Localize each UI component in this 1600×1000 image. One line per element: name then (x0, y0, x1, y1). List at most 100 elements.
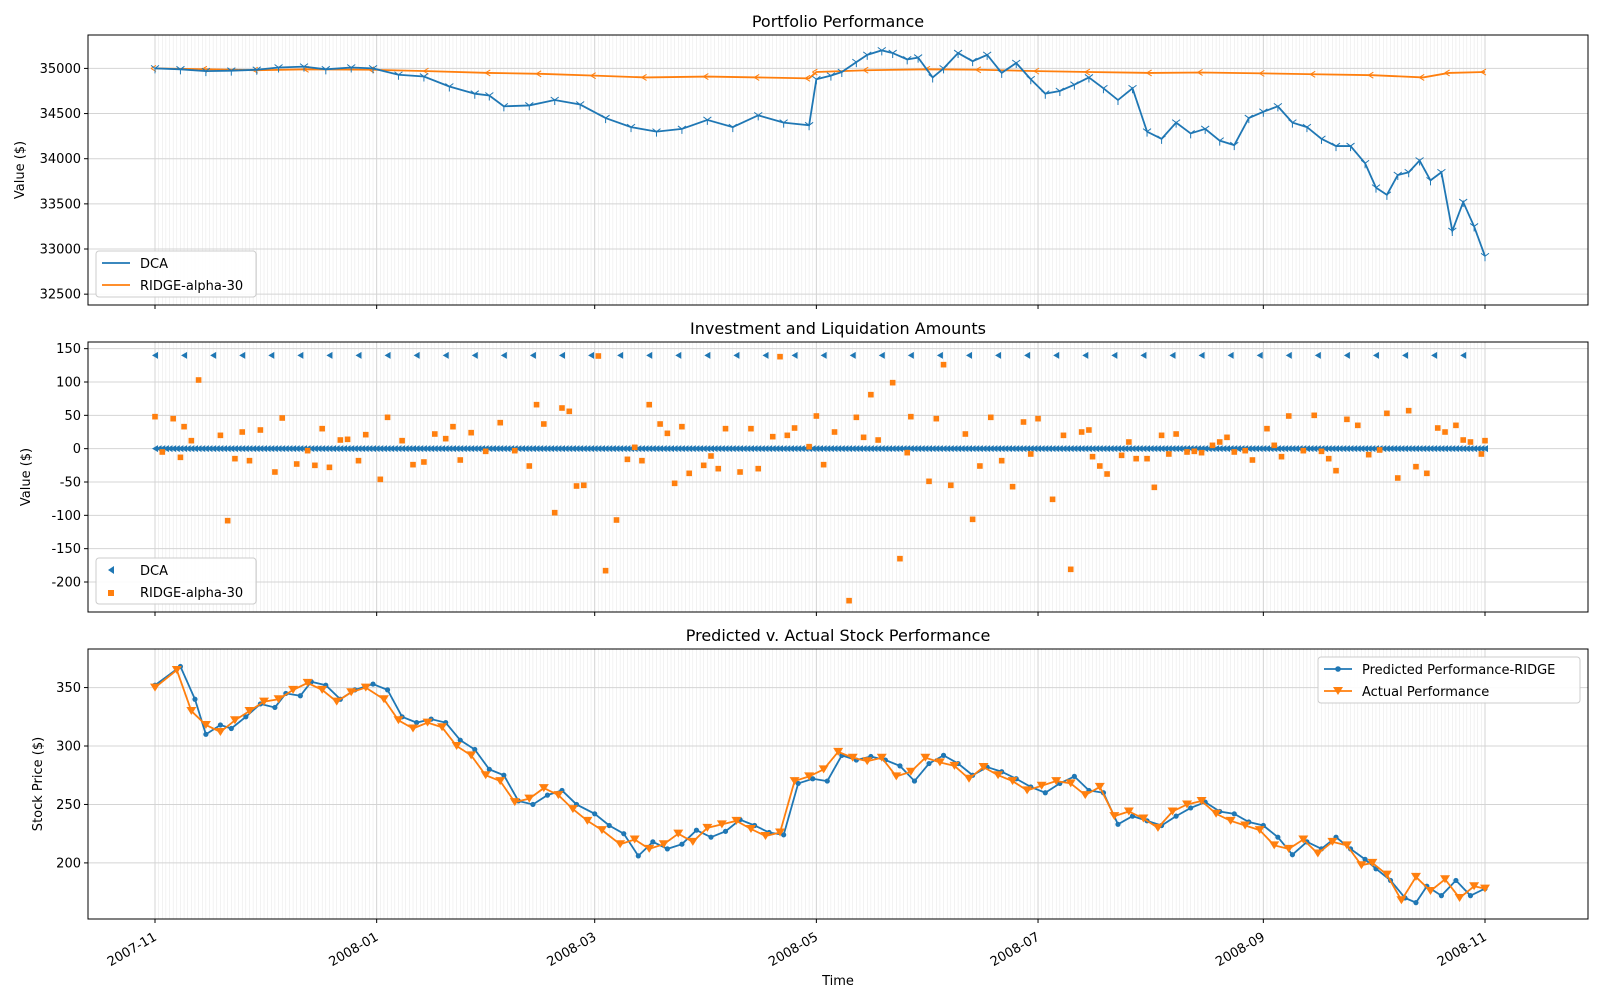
dca-investment-point (1314, 351, 1321, 359)
actual-point (949, 761, 960, 770)
dca-portfolio-point (1026, 75, 1036, 85)
ridge-investment-point (700, 462, 707, 469)
dca-zero-point (744, 445, 751, 453)
dca-zero-point (439, 445, 446, 453)
ridge-investment-point (246, 457, 253, 464)
dca-zero-point (787, 445, 794, 453)
ridge-investment-point (1285, 413, 1292, 419)
ridge-investment-point (1191, 448, 1198, 455)
ridge-investment-point (820, 461, 827, 468)
ridge-investment-point (1184, 449, 1190, 455)
ridge-investment-point (657, 421, 663, 427)
dca-zero-point (1038, 445, 1045, 453)
dca-investment-point (1285, 351, 1292, 359)
ridge-investment-point (602, 567, 609, 574)
ridge-investment-point (421, 459, 427, 465)
dca-zero-point (1463, 445, 1470, 453)
dca-zero-point (519, 445, 526, 453)
dca-zero-point (668, 445, 675, 453)
ridge-investment-point (933, 415, 940, 422)
dca-zero-point (1416, 445, 1423, 453)
dca-zero-point (1311, 445, 1318, 453)
panel-stock-title: Predicted v. Actual Stock Performance (686, 626, 991, 645)
actual-point (716, 820, 727, 829)
panel-investment-title: Investment and Liquidation Amounts (690, 319, 986, 338)
dca-portfolio-point (928, 74, 937, 83)
predicted-point (592, 811, 598, 817)
dca-portfolio-point (1215, 137, 1225, 146)
dca-zero-point (762, 445, 769, 453)
dca-portfolio-point (1331, 142, 1341, 152)
ridge-investment-point (1405, 407, 1412, 414)
predicted-point (1453, 877, 1459, 884)
actual-point (346, 688, 357, 697)
dca-zero-point (1104, 445, 1111, 453)
ridge-portfolio-point (1033, 67, 1040, 75)
dca-zero-point (308, 445, 315, 453)
dca-investment-point (1460, 351, 1467, 359)
y-tick-label: 32500 (40, 288, 81, 303)
dca-zero-point (1471, 445, 1478, 453)
actual-point (1196, 796, 1207, 805)
dca-investment-point (1402, 351, 1409, 359)
ridge-investment-point (1067, 566, 1074, 573)
actual-point (509, 798, 520, 807)
ridge-investment-point (1035, 415, 1041, 422)
dca-zero-point (638, 445, 645, 453)
ridge-investment-point (671, 480, 678, 487)
legend-ridge-label: RIDGE-alpha-30 (140, 279, 243, 294)
dca-zero-point (1024, 445, 1031, 453)
dca-zero-point (319, 445, 326, 453)
dca-zero-point (682, 445, 689, 453)
ridge-investment-point (533, 401, 540, 408)
dca-zero-point (1274, 445, 1281, 453)
dca-zero-point (649, 445, 656, 453)
dca-zero-point (177, 445, 184, 453)
dca-zero-point (722, 445, 729, 453)
actual-point (920, 753, 931, 762)
dca-zero-point (326, 445, 333, 453)
dca-zero-point (391, 445, 398, 453)
ridge-investment-point (1434, 425, 1441, 431)
dca-zero-point (1303, 445, 1310, 453)
ridge-investment-point (1271, 442, 1278, 449)
ridge-investment-point (384, 414, 391, 421)
dca-zero-point (798, 445, 805, 453)
dca-zero-point (1060, 445, 1067, 453)
y-tick-label: 250 (56, 798, 81, 813)
actual-point (582, 816, 593, 825)
actual-point (615, 840, 626, 849)
dca-zero-point (769, 445, 776, 453)
predicted-point (1362, 856, 1368, 862)
x-tick-label: 2008-01 (327, 930, 382, 970)
dca-portfolio-point (176, 65, 185, 75)
dca-portfolio-point (321, 65, 331, 75)
dca-zero-point (359, 445, 366, 453)
dca-zero-point (497, 445, 504, 453)
dca-zero-point (1263, 445, 1270, 453)
dca-zero-point (867, 445, 874, 453)
dca-zero-point (1482, 445, 1488, 453)
predicted-point (1231, 811, 1237, 817)
dca-portfolio-point (677, 125, 687, 134)
actual-point (1211, 809, 1222, 818)
actual-point (905, 767, 916, 776)
predicted-point (1173, 813, 1179, 819)
dca-zero-point (522, 445, 529, 453)
dca-zero-point (1173, 445, 1180, 453)
dca-zero-point (1093, 445, 1100, 453)
dca-zero-point (1144, 445, 1151, 453)
actual-point (378, 695, 389, 704)
ridge-investment-point (1384, 410, 1390, 417)
dca-zero-point (221, 445, 228, 453)
dca-zero-point (1333, 445, 1340, 453)
dca-zero-point (1027, 445, 1034, 453)
dca-investment-point (1082, 351, 1089, 359)
dca-zero-point (853, 445, 860, 453)
actual-point (215, 727, 226, 736)
actual-point (1254, 826, 1265, 835)
ridge-investment-point (272, 469, 278, 475)
ridge-investment-point (239, 429, 246, 435)
dca-portfolio-point (201, 67, 211, 77)
dca-zero-point (202, 445, 209, 453)
